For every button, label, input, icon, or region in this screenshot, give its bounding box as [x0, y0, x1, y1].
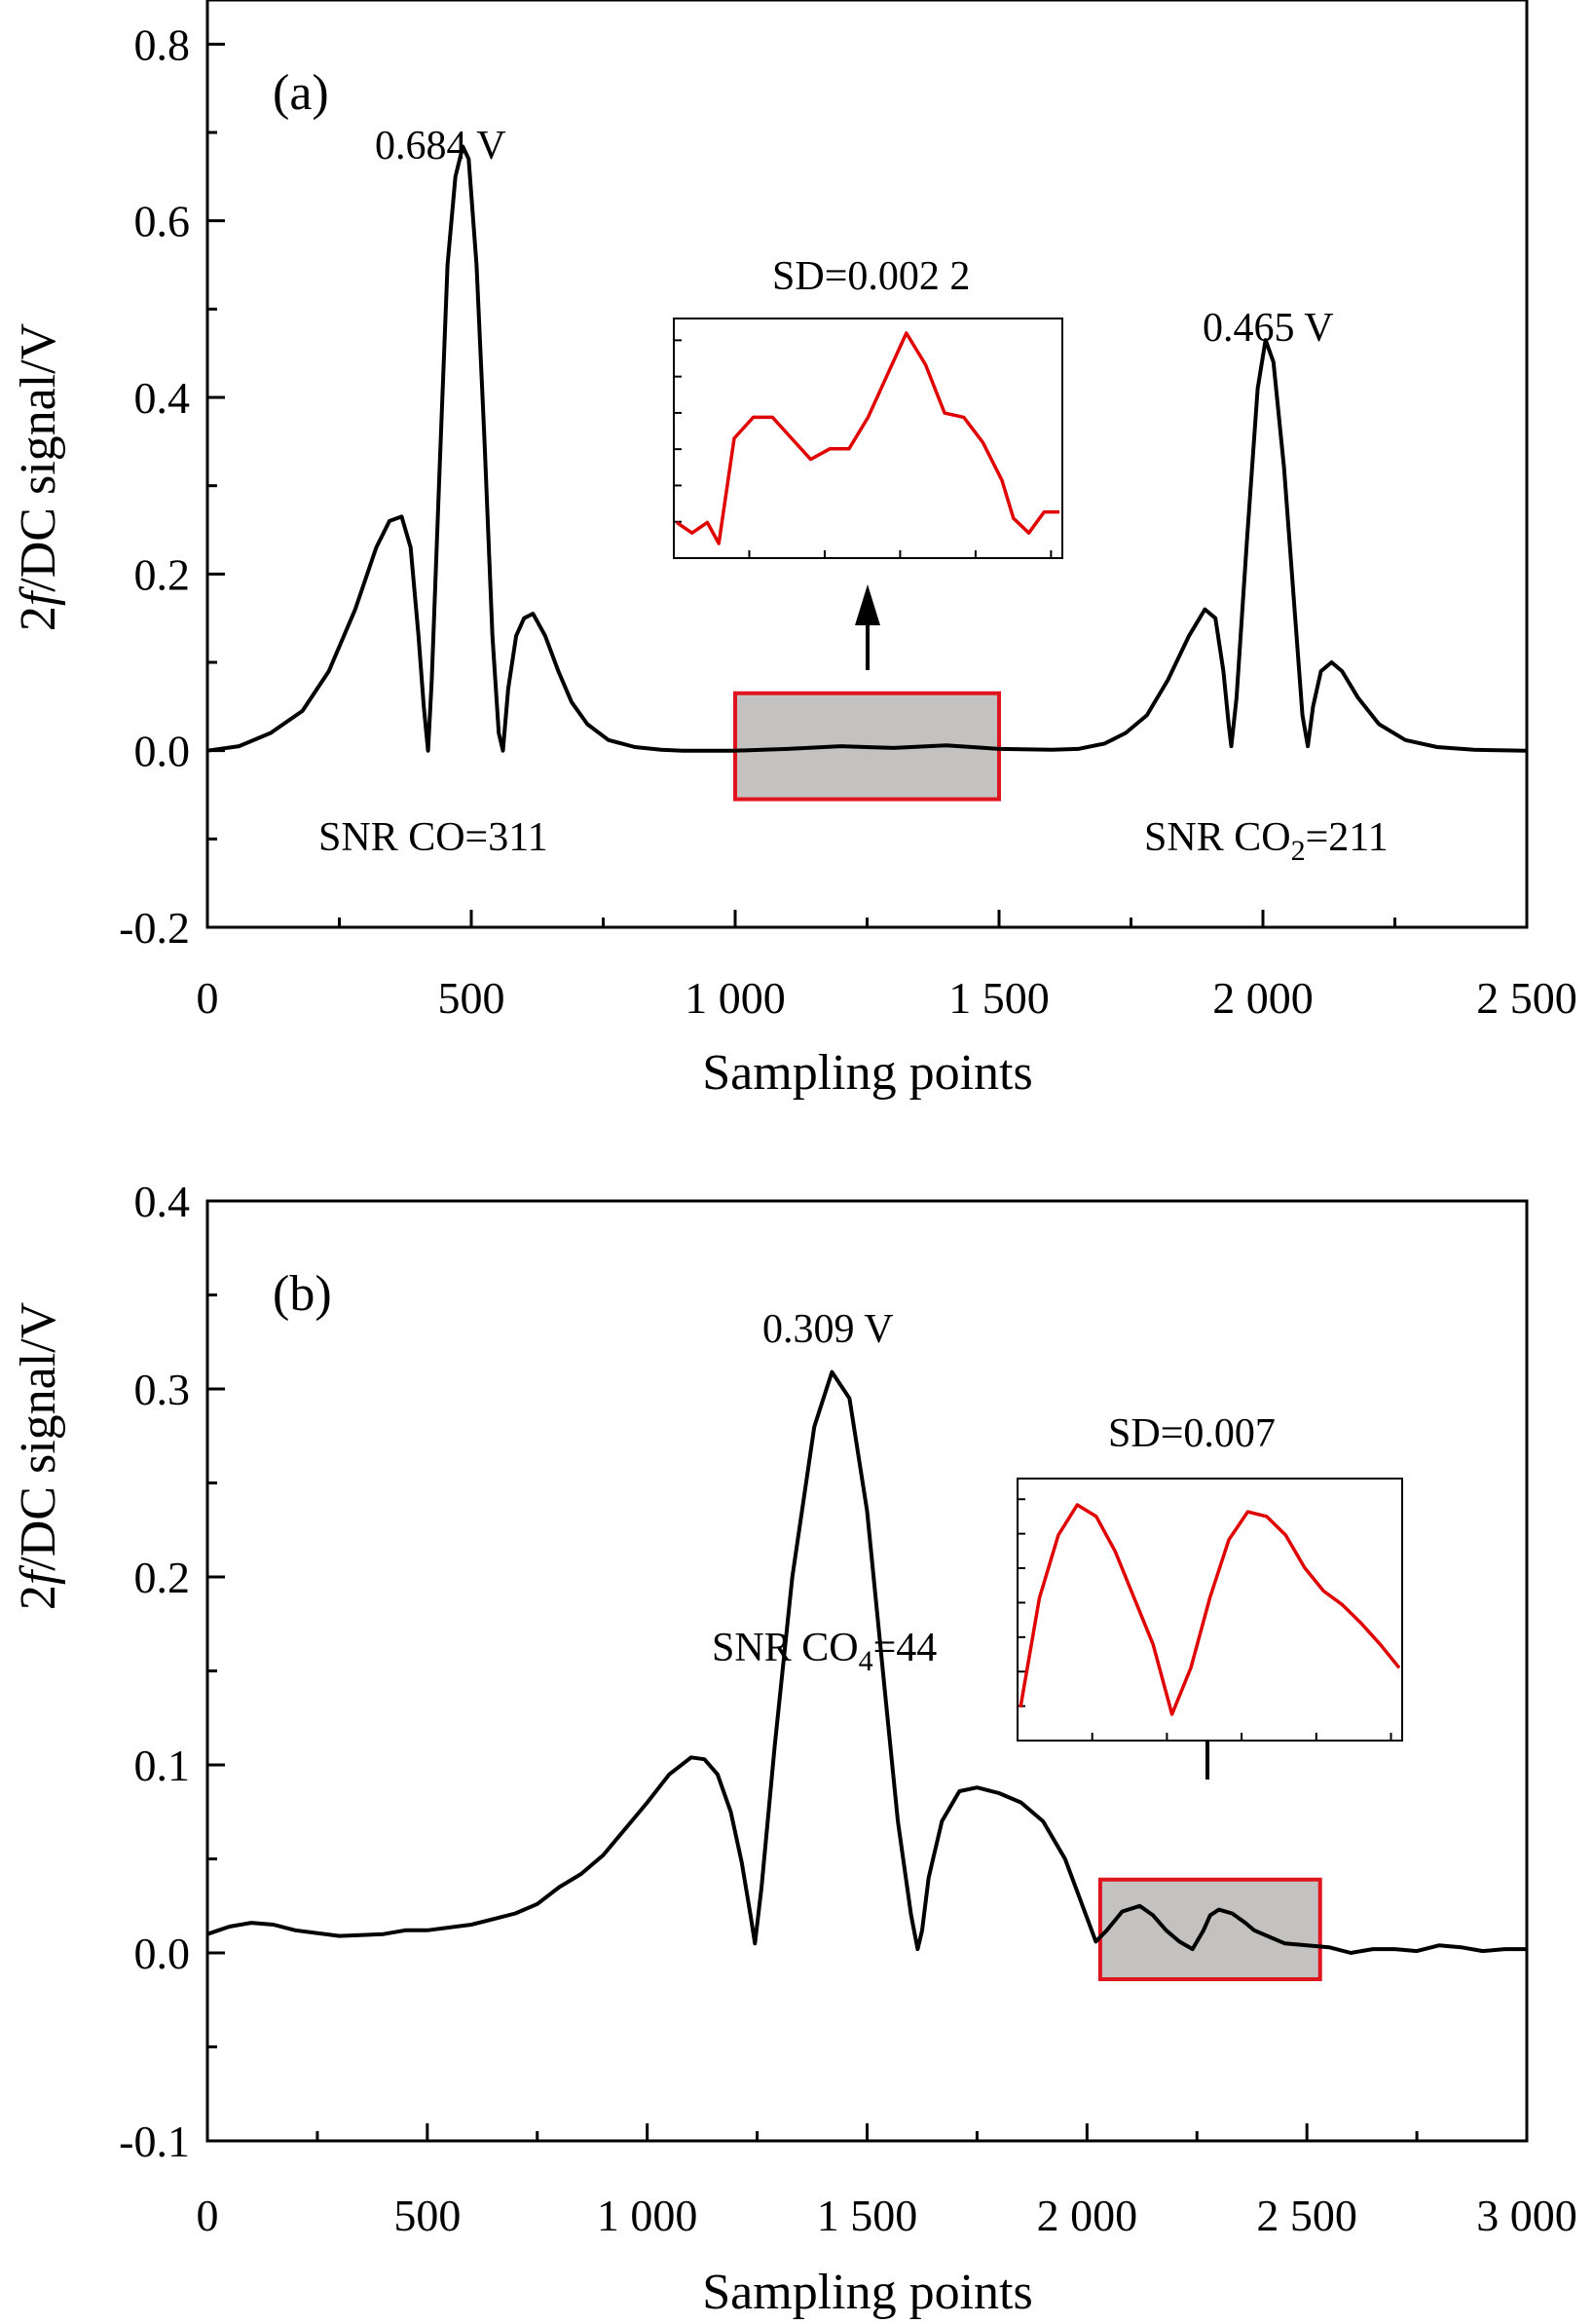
panel-a-y-tick-label: 0.0	[134, 727, 191, 776]
panel-b-ylabel: 2f/DC signal/V	[11, 1302, 66, 1610]
panel-a-arrow	[855, 584, 880, 670]
panel-a-ylabel: 2f/DC signal/V	[11, 323, 66, 631]
panel-b-peak1-label: 0.309 V	[762, 1307, 894, 1352]
panel-a-x-tick-label: 1 000	[685, 973, 786, 1023]
panel-a-x-tick-label: 500	[438, 973, 505, 1023]
panel-b-y-tick-label: -0.1	[119, 2117, 190, 2166]
panel-b-x-tick-label: 2 500	[1256, 2191, 1357, 2240]
panel-b-x-tick-label: 1 500	[817, 2191, 918, 2240]
panel-b-x-tick-label: 0	[197, 2191, 219, 2240]
panel-a-xlabel: Sampling points	[702, 1045, 1032, 1101]
panel-b-y-tick-label: 0.2	[134, 1553, 191, 1602]
panel-a-y-tick-label: 0.4	[134, 373, 191, 423]
panel-a-sd-label: SD=0.002 2	[772, 254, 970, 299]
panel-a-y-tick-label: 0.2	[134, 549, 191, 599]
panel-b-y-tick-label: 0.0	[134, 1929, 191, 1978]
panel-b-x-tick-label: 1 000	[597, 2191, 698, 2240]
panel-a-label: (a)	[273, 65, 329, 121]
panel-b-snr1-label: SNR CO4=44	[712, 1626, 937, 1677]
panel-b-sd-label: SD=0.007	[1108, 1411, 1276, 1456]
panel-b-x-tick-label: 3 000	[1476, 2191, 1577, 2240]
panel-b-series-line-0	[206, 1369, 1527, 1955]
panel-a-y-tick-label: -0.2	[119, 903, 190, 953]
panel-a-y-tick-label: 0.6	[134, 197, 191, 246]
panel-b-y-tick-label: 0.4	[134, 1177, 191, 1226]
panel-b-xlabel: Sampling points	[702, 2265, 1032, 2319]
panel-a-x-tick-label: 2 500	[1476, 973, 1577, 1023]
panel-a-chart: (a) 0.684 V 0.465 V SNR CO=311 SNR CO2=2…	[11, 0, 1577, 1101]
panel-b-label: (b)	[273, 1266, 332, 1322]
panel-a-inset-line	[676, 331, 1059, 545]
panel-b-chart: (b) 0.309 V SNR CO4=44 SD=0.007 Sampling…	[11, 1177, 1577, 2320]
panel-b-x-tick-label: 500	[393, 2191, 461, 2240]
panel-b-highlight-box	[1097, 1877, 1322, 1982]
panel-b-y-tick-label: 0.3	[134, 1365, 191, 1414]
panel-b-x-tick-label: 2 000	[1037, 2191, 1138, 2240]
panel-b-inset-frame	[1017, 1478, 1403, 1742]
panel-a-series-line-0	[206, 144, 1528, 753]
panel-b-inset-line	[1019, 1503, 1401, 1716]
panel-a-snr2-label: SNR CO2=211	[1144, 815, 1389, 867]
panel-a-y-tick-label: 0.8	[134, 19, 191, 69]
panel-a-x-tick-label: 1 500	[948, 973, 1050, 1023]
panel-a-x-tick-label: 2 000	[1212, 973, 1314, 1023]
panel-a-inset-frame	[673, 318, 1063, 559]
panel-a-x-tick-label: 0	[197, 973, 219, 1023]
panel-a-snr1-label: SNR CO=311	[318, 815, 548, 860]
panel-a-peak1-label: 0.684 V	[375, 124, 506, 169]
panel-b-y-tick-label: 0.1	[134, 1741, 191, 1790]
